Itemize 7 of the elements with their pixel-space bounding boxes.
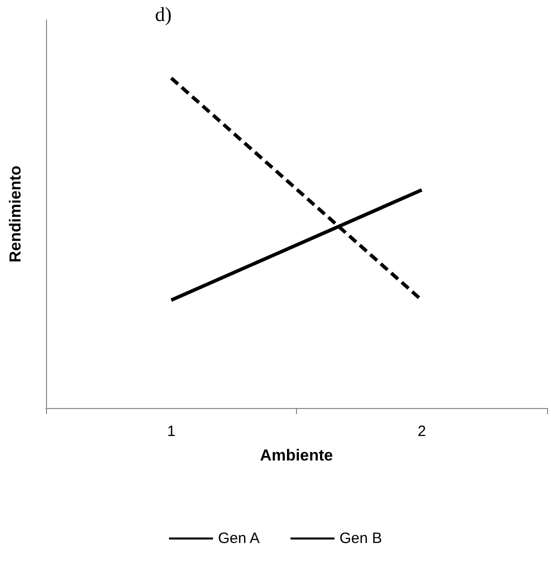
chart-title: d) bbox=[155, 4, 172, 26]
y-axis-title: Rendimiento bbox=[8, 165, 24, 262]
x-axis-title: Ambiente bbox=[260, 448, 334, 464]
x-tick-label: 1 bbox=[167, 423, 176, 440]
legend-label: Gen A bbox=[218, 530, 260, 547]
legend-label: Gen B bbox=[340, 530, 382, 547]
x-tick-label: 2 bbox=[418, 423, 426, 440]
